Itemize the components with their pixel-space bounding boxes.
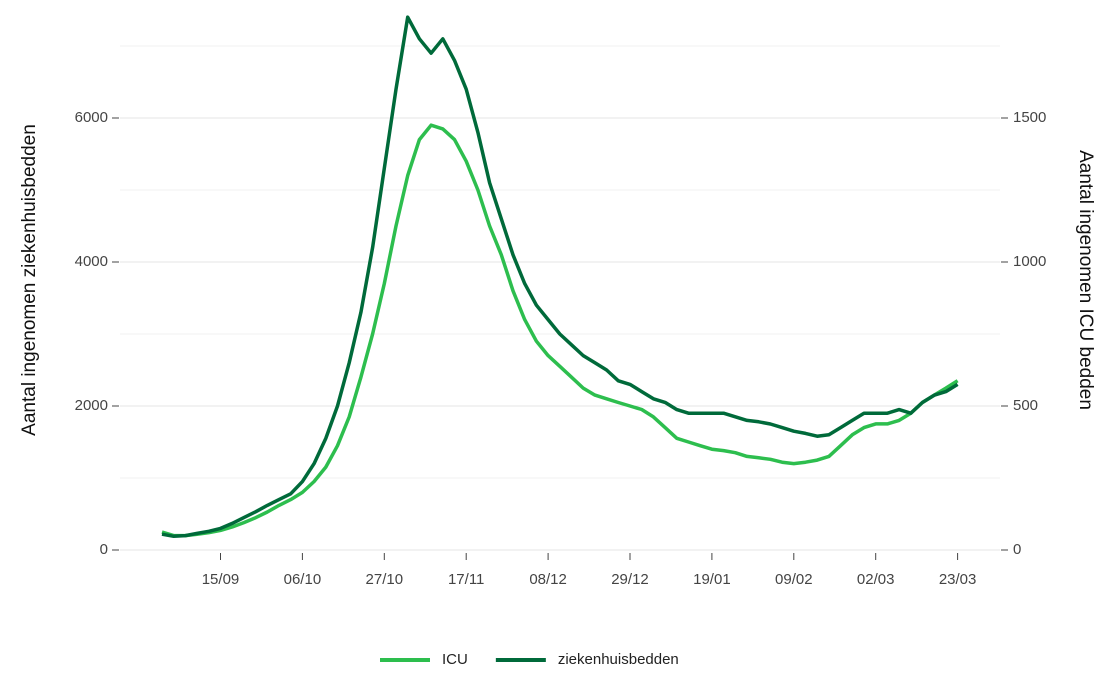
series-line bbox=[161, 15, 959, 539]
x-tick-label: 29/12 bbox=[611, 571, 649, 588]
x-tick-label: 06/10 bbox=[284, 571, 322, 588]
y-axis-title: Aantal ingenomen ziekenhuisbedden bbox=[19, 124, 40, 436]
x-tick-label: 02/03 bbox=[857, 571, 895, 588]
y2-tick-label: 500 bbox=[1013, 397, 1038, 414]
y-tick-label: 0 bbox=[100, 541, 108, 558]
legend-label: ICU bbox=[442, 651, 468, 668]
x-tick-label: 27/10 bbox=[366, 571, 404, 588]
y2-tick-label: 1500 bbox=[1013, 109, 1046, 126]
y2-tick-label: 0 bbox=[1013, 541, 1021, 558]
x-tick-label: 19/01 bbox=[693, 571, 731, 588]
x-tick-label: 23/03 bbox=[939, 571, 977, 588]
y-tick-label: 4000 bbox=[75, 253, 108, 270]
series-line bbox=[161, 123, 959, 538]
x-tick-label: 08/12 bbox=[529, 571, 567, 588]
y2-axis-title: Aantal ingenomen ICU bedden bbox=[1075, 150, 1096, 410]
y-tick-label: 2000 bbox=[75, 397, 108, 414]
y-tick-label: 6000 bbox=[75, 109, 108, 126]
legend-label: ziekenhuisbedden bbox=[558, 651, 679, 668]
x-tick-label: 17/11 bbox=[448, 571, 484, 588]
x-tick-label: 15/09 bbox=[202, 571, 240, 588]
y2-tick-label: 1000 bbox=[1013, 253, 1046, 270]
x-tick-label: 09/02 bbox=[775, 571, 813, 588]
